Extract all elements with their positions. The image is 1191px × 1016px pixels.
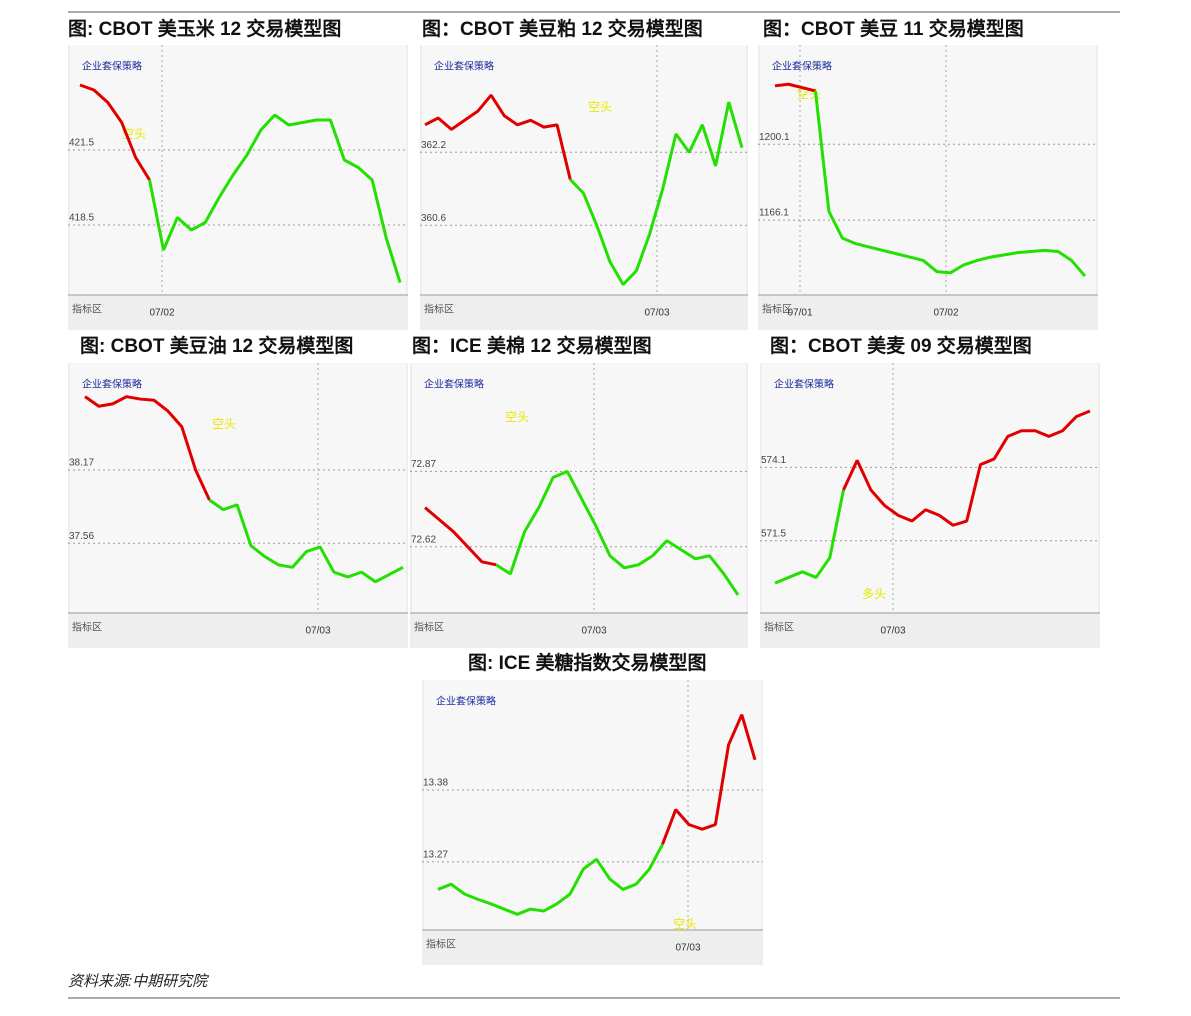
brand-label: 企业套保策略 (774, 378, 834, 391)
plot-area (412, 363, 746, 613)
plot-area (760, 45, 1096, 295)
x-tick-label: 07/02 (933, 308, 958, 319)
x-tick-label: 07/03 (305, 626, 330, 637)
price-line (208, 498, 404, 584)
brand-label: 企业套保策略 (436, 695, 496, 708)
chart-title: 图：ICE 美棉 12 交易模型图 (412, 334, 652, 357)
x-tick-label: 07/03 (675, 943, 700, 954)
price-line (842, 409, 1091, 527)
y-tick-label: 13.27 (423, 850, 448, 861)
chart-title: 图: CBOT 美玉米 12 交易模型图 (68, 17, 341, 40)
y-tick-label: 38.17 (69, 458, 94, 469)
price-line (569, 101, 744, 286)
chart-title: 图：CBOT 美豆粕 12 交易模型图 (422, 17, 703, 40)
signal-annotation: 空头 (588, 100, 612, 114)
x-tick-label: 07/03 (880, 626, 905, 637)
price-line (813, 90, 1087, 278)
price-line (774, 82, 816, 93)
source-note: 资料来源:中期研究院 (68, 973, 209, 990)
y-tick-label: 418.5 (69, 213, 94, 224)
brand-label: 企业套保策略 (424, 378, 484, 391)
y-tick-label: 360.6 (421, 213, 446, 224)
price-line (79, 83, 151, 181)
price-line (424, 506, 497, 567)
x-tick-label: 07/03 (581, 626, 606, 637)
signal-annotation: 空头 (505, 410, 529, 424)
indicator-label: 指标区 (72, 621, 102, 634)
y-tick-label: 72.62 (411, 534, 436, 545)
y-tick-label: 1200.1 (759, 132, 790, 143)
plot-area (70, 363, 406, 613)
indicator-label: 指标区 (72, 303, 102, 316)
plot-area (762, 363, 1098, 613)
brand-label: 企业套保策略 (434, 60, 494, 73)
indicator-label: 指标区 (414, 621, 444, 634)
indicator-label: 指标区 (424, 303, 454, 316)
price-line (424, 94, 572, 180)
price-line (437, 843, 664, 916)
chart-title: 图：CBOT 美麦 09 交易模型图 (770, 334, 1032, 357)
x-tick-label: 07/03 (644, 308, 669, 319)
brand-label: 企业套保策略 (772, 60, 832, 73)
price-line (661, 714, 757, 845)
chart-title: 图: CBOT 美豆油 12 交易模型图 (80, 334, 353, 357)
brand-label: 企业套保策略 (82, 60, 142, 73)
x-tick-label: 07/01 (787, 308, 812, 319)
y-tick-label: 421.5 (69, 138, 94, 149)
y-tick-label: 72.87 (411, 459, 436, 470)
price-line (84, 395, 211, 501)
x-tick-label: 07/02 (149, 308, 174, 319)
brand-label: 企业套保策略 (82, 378, 142, 391)
signal-annotation: 空头 (212, 417, 236, 431)
y-tick-label: 571.5 (761, 528, 786, 539)
price-line (495, 470, 740, 596)
price-line (774, 489, 845, 585)
indicator-label: 指标区 (764, 621, 794, 634)
price-line (148, 113, 402, 283)
indicator-label: 指标区 (426, 938, 456, 951)
y-tick-label: 1166.1 (759, 208, 789, 219)
y-tick-label: 37.56 (69, 531, 94, 542)
chart-title: 图: ICE 美糖指数交易模型图 (468, 651, 707, 674)
y-tick-label: 13.38 (423, 778, 448, 789)
y-tick-label: 362.2 (421, 140, 446, 151)
signal-annotation: 多头 (862, 587, 886, 601)
plot-area (424, 680, 761, 930)
indicator-label: 指标区 (762, 303, 792, 316)
chart-title: 图：CBOT 美豆 11 交易模型图 (763, 17, 1024, 40)
y-tick-label: 574.1 (761, 455, 786, 466)
signal-annotation: 空头 (673, 917, 697, 931)
plot-area (422, 45, 746, 295)
